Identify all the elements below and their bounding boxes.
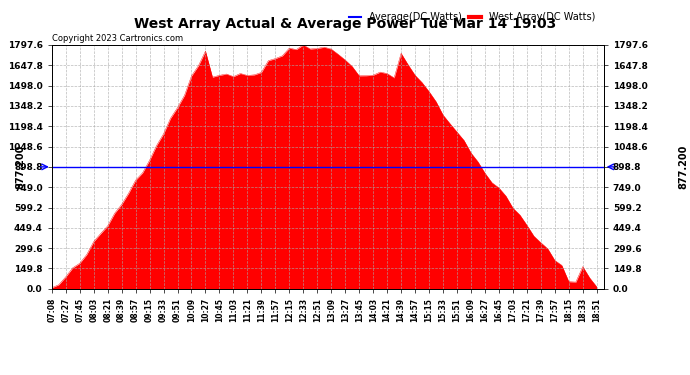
- Text: West Array Actual & Average Power Tue Mar 14 19:03: West Array Actual & Average Power Tue Ma…: [134, 17, 556, 31]
- Text: Copyright 2023 Cartronics.com: Copyright 2023 Cartronics.com: [52, 34, 183, 43]
- Text: 877.200: 877.200: [16, 145, 26, 189]
- Legend: Average(DC Watts), West Array(DC Watts): Average(DC Watts), West Array(DC Watts): [345, 8, 599, 26]
- Text: 877.200: 877.200: [678, 145, 688, 189]
